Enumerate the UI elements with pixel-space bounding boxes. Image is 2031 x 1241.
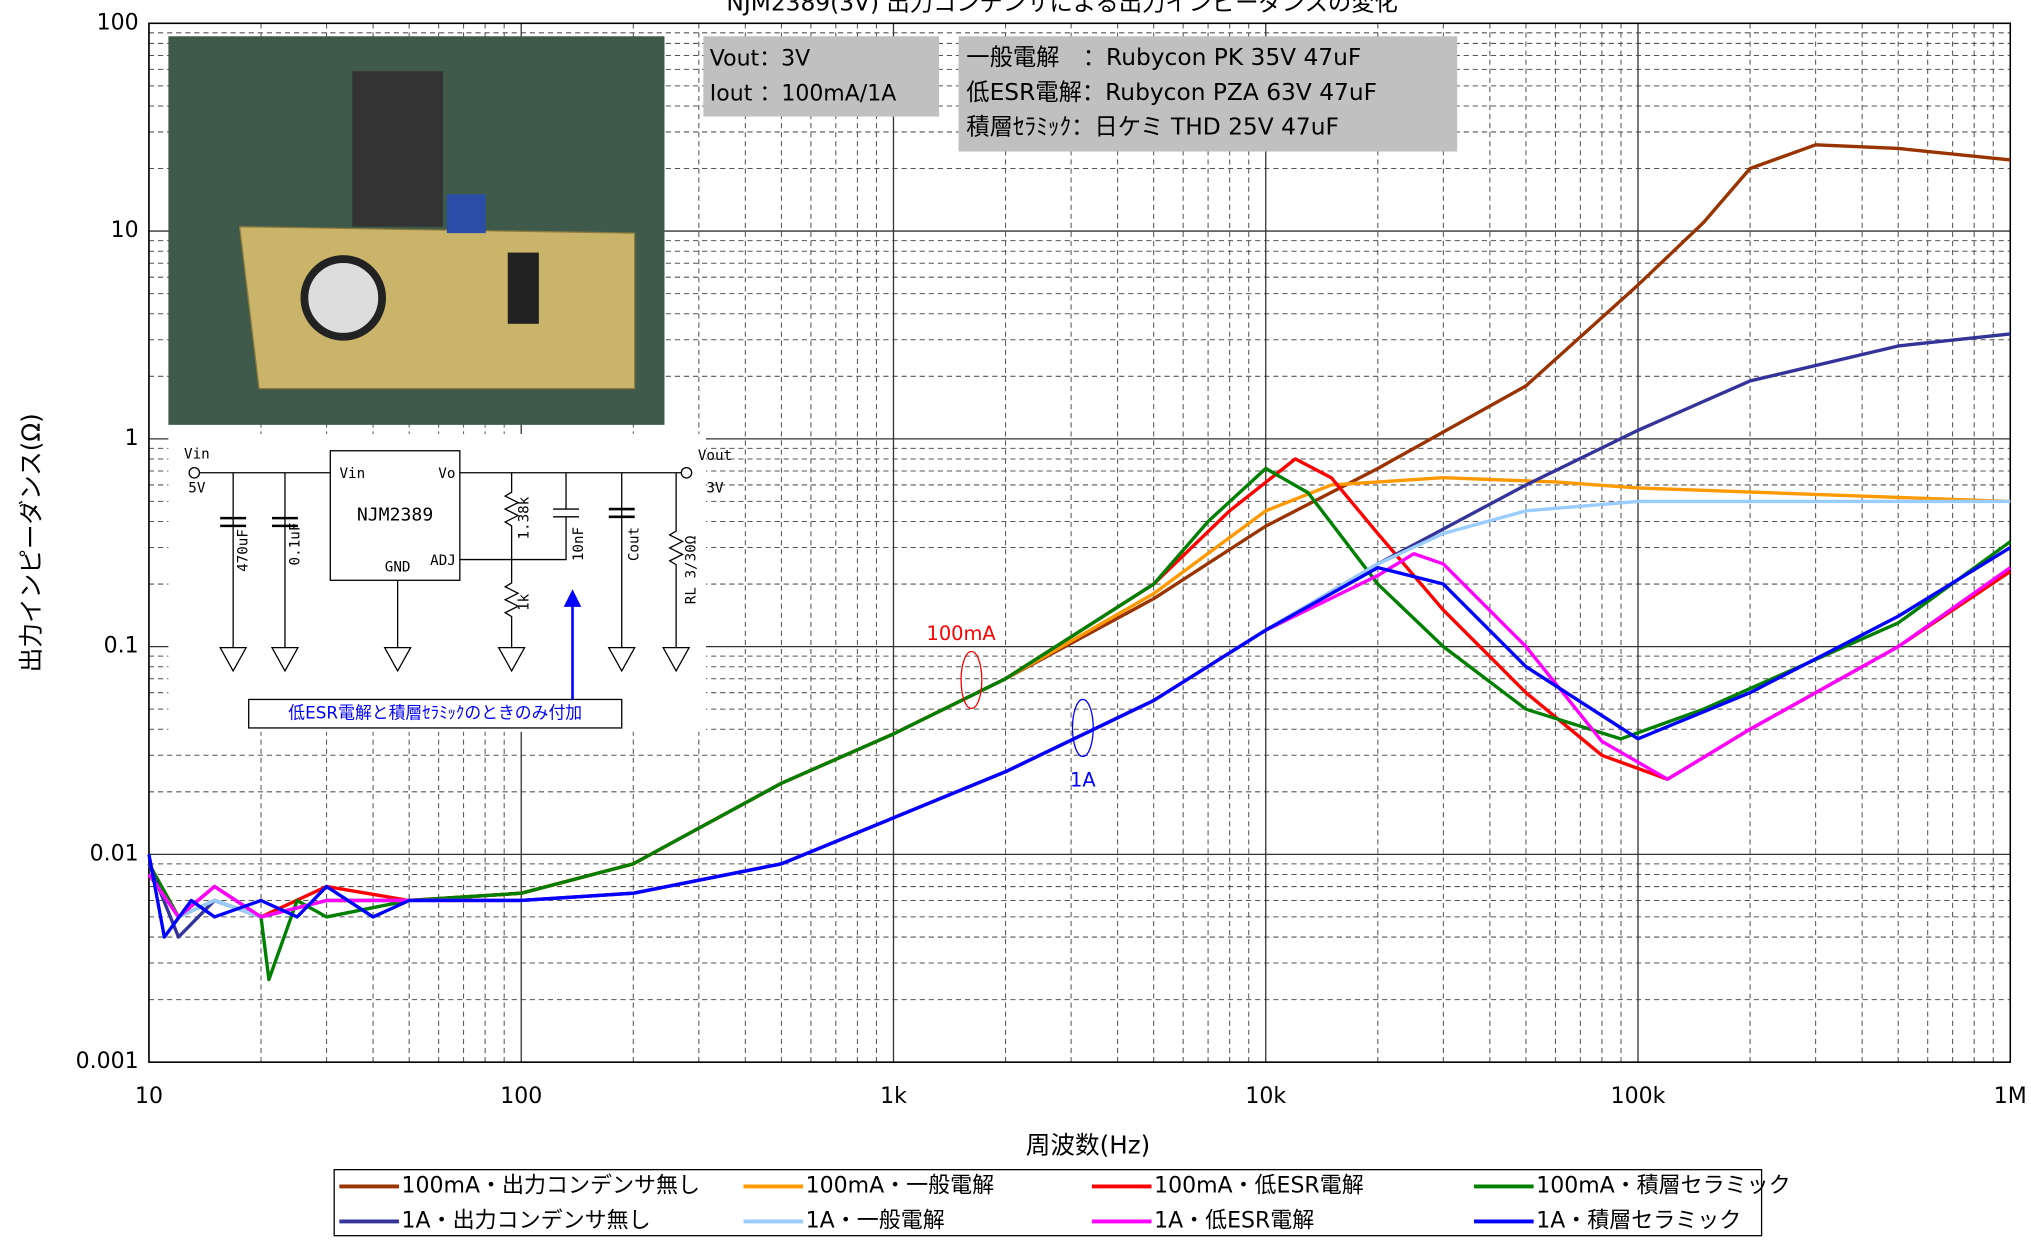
legend-label: 100mA・出力コンデンサ無し: [402, 1173, 700, 1198]
y-tick-label: 0.001: [76, 1049, 139, 1074]
plot-lines: [147, 143, 2012, 982]
info-box: [958, 36, 1458, 152]
schematic-label: NJM2389: [357, 505, 433, 526]
curve-marker: [1071, 698, 1094, 758]
legend-label: 1A・一般電解: [806, 1208, 945, 1233]
info-box: [703, 36, 940, 117]
info-text: Vout：3V: [710, 47, 810, 72]
schematic-label: ADJ: [430, 553, 456, 569]
chart-title: NJM2389(3V) 出力コンデンサによる出力インピーダンスの変化: [726, 0, 1397, 16]
schematic-label: Vin: [339, 466, 365, 482]
schematic: Vin 5V Vin Vo NJM2389 GND ADJ 470uF 0.1uF 1.38k 1k…: [168, 433, 732, 732]
photo-board: [238, 226, 636, 390]
schematic-label: RL 3/30Ω: [684, 535, 700, 604]
photo-heatsink: [352, 71, 443, 227]
resistor: [668, 472, 685, 648]
legend: [333, 1168, 1763, 1237]
schematic-label: 1k: [517, 593, 533, 611]
y-tick-label: 100: [97, 10, 139, 35]
schematic-label: 5V: [188, 480, 206, 496]
note-arrow-head: [563, 589, 582, 607]
curve-marker: [960, 650, 983, 710]
x-tick-label: 10: [135, 1084, 163, 1109]
legend-label: 1A・出力コンデンサ無し: [402, 1208, 651, 1233]
y-tick-label: 0.1: [104, 634, 139, 659]
series-line: [147, 546, 2012, 939]
x-tick-label: 1M: [1994, 1084, 2027, 1109]
legend-label: 100mA・積層セラミック: [1536, 1173, 1790, 1198]
schematic-label: 3V: [706, 480, 724, 496]
schematic-label: GND: [385, 559, 411, 575]
legend-label: 1A・積層セラミック: [1536, 1208, 1741, 1233]
annotations: Vout：3V Iout ：100mA/1A 一般電解 ：Rubycon PK 35…: [710, 44, 1377, 792]
info-text: 一般電解 ：Rubycon PK 35V 47uF: [966, 44, 1361, 71]
y-tick-label: 0.01: [90, 841, 139, 866]
legend-label: 100mA・低ESR電解: [1154, 1173, 1364, 1198]
x-tick-label: 1k: [880, 1084, 907, 1109]
curve-label: 1A: [1070, 769, 1096, 792]
photo-cap: [300, 255, 386, 341]
x-tick-label: 10k: [1245, 1084, 1286, 1109]
y-tick-label: 1: [125, 426, 139, 451]
terminal: [680, 466, 693, 479]
terminal: [188, 466, 201, 479]
schematic-note: 低ESR電解と積層ｾﾗﾐｯｸのときのみ付加: [288, 703, 582, 723]
schematic-label: 1.38k: [517, 496, 533, 539]
resistor: [459, 472, 520, 648]
info-text: Iout ：100mA/1A: [710, 82, 896, 107]
schematic-label: Vo: [438, 466, 455, 482]
photo-cap: [507, 252, 539, 324]
ground: [219, 646, 691, 673]
ic: [329, 450, 461, 581]
photo-trimmer: [446, 194, 486, 234]
info-text: 低ESR電解：Rubycon PZA 63V 47uF: [966, 79, 1377, 106]
legend-label: 1A・低ESR電解: [1154, 1208, 1314, 1233]
cap: [511, 472, 579, 561]
info-text: 積層ｾﾗﾐｯｸ：日ケミ THD 25V 47uF: [966, 114, 1339, 141]
schematic-label: Vout: [698, 448, 732, 464]
curve-label: 100mA: [926, 622, 996, 645]
note-box: [248, 698, 623, 729]
schematic-label: 10nF: [571, 527, 587, 561]
series-line: [147, 466, 2012, 982]
insets: Vin 5V Vin Vo NJM2389 GND ADJ 470uF 0.1uF 1.38k 1k…: [168, 36, 1458, 758]
x-tick-label: 100: [500, 1084, 542, 1109]
schematic-label: 470uF: [236, 529, 252, 572]
legend-label: 100mA・一般電解: [806, 1173, 994, 1198]
y-tick-label: 10: [111, 218, 139, 243]
legend-items: 100mA・出力コンデンサ無し 100mA・一般電解 100mA・低ESR電解 100…: [339, 1173, 1791, 1233]
schematic-label: Vin: [184, 447, 210, 463]
y-axis-label: 出力インピーダンス(Ω): [16, 413, 45, 672]
schematic-label: Cout: [627, 527, 643, 561]
x-axis-label: 周波数(Hz): [1026, 1130, 1150, 1159]
x-tick-label: 100k: [1611, 1084, 1666, 1109]
schematic-label: 0.1uF: [287, 523, 303, 566]
